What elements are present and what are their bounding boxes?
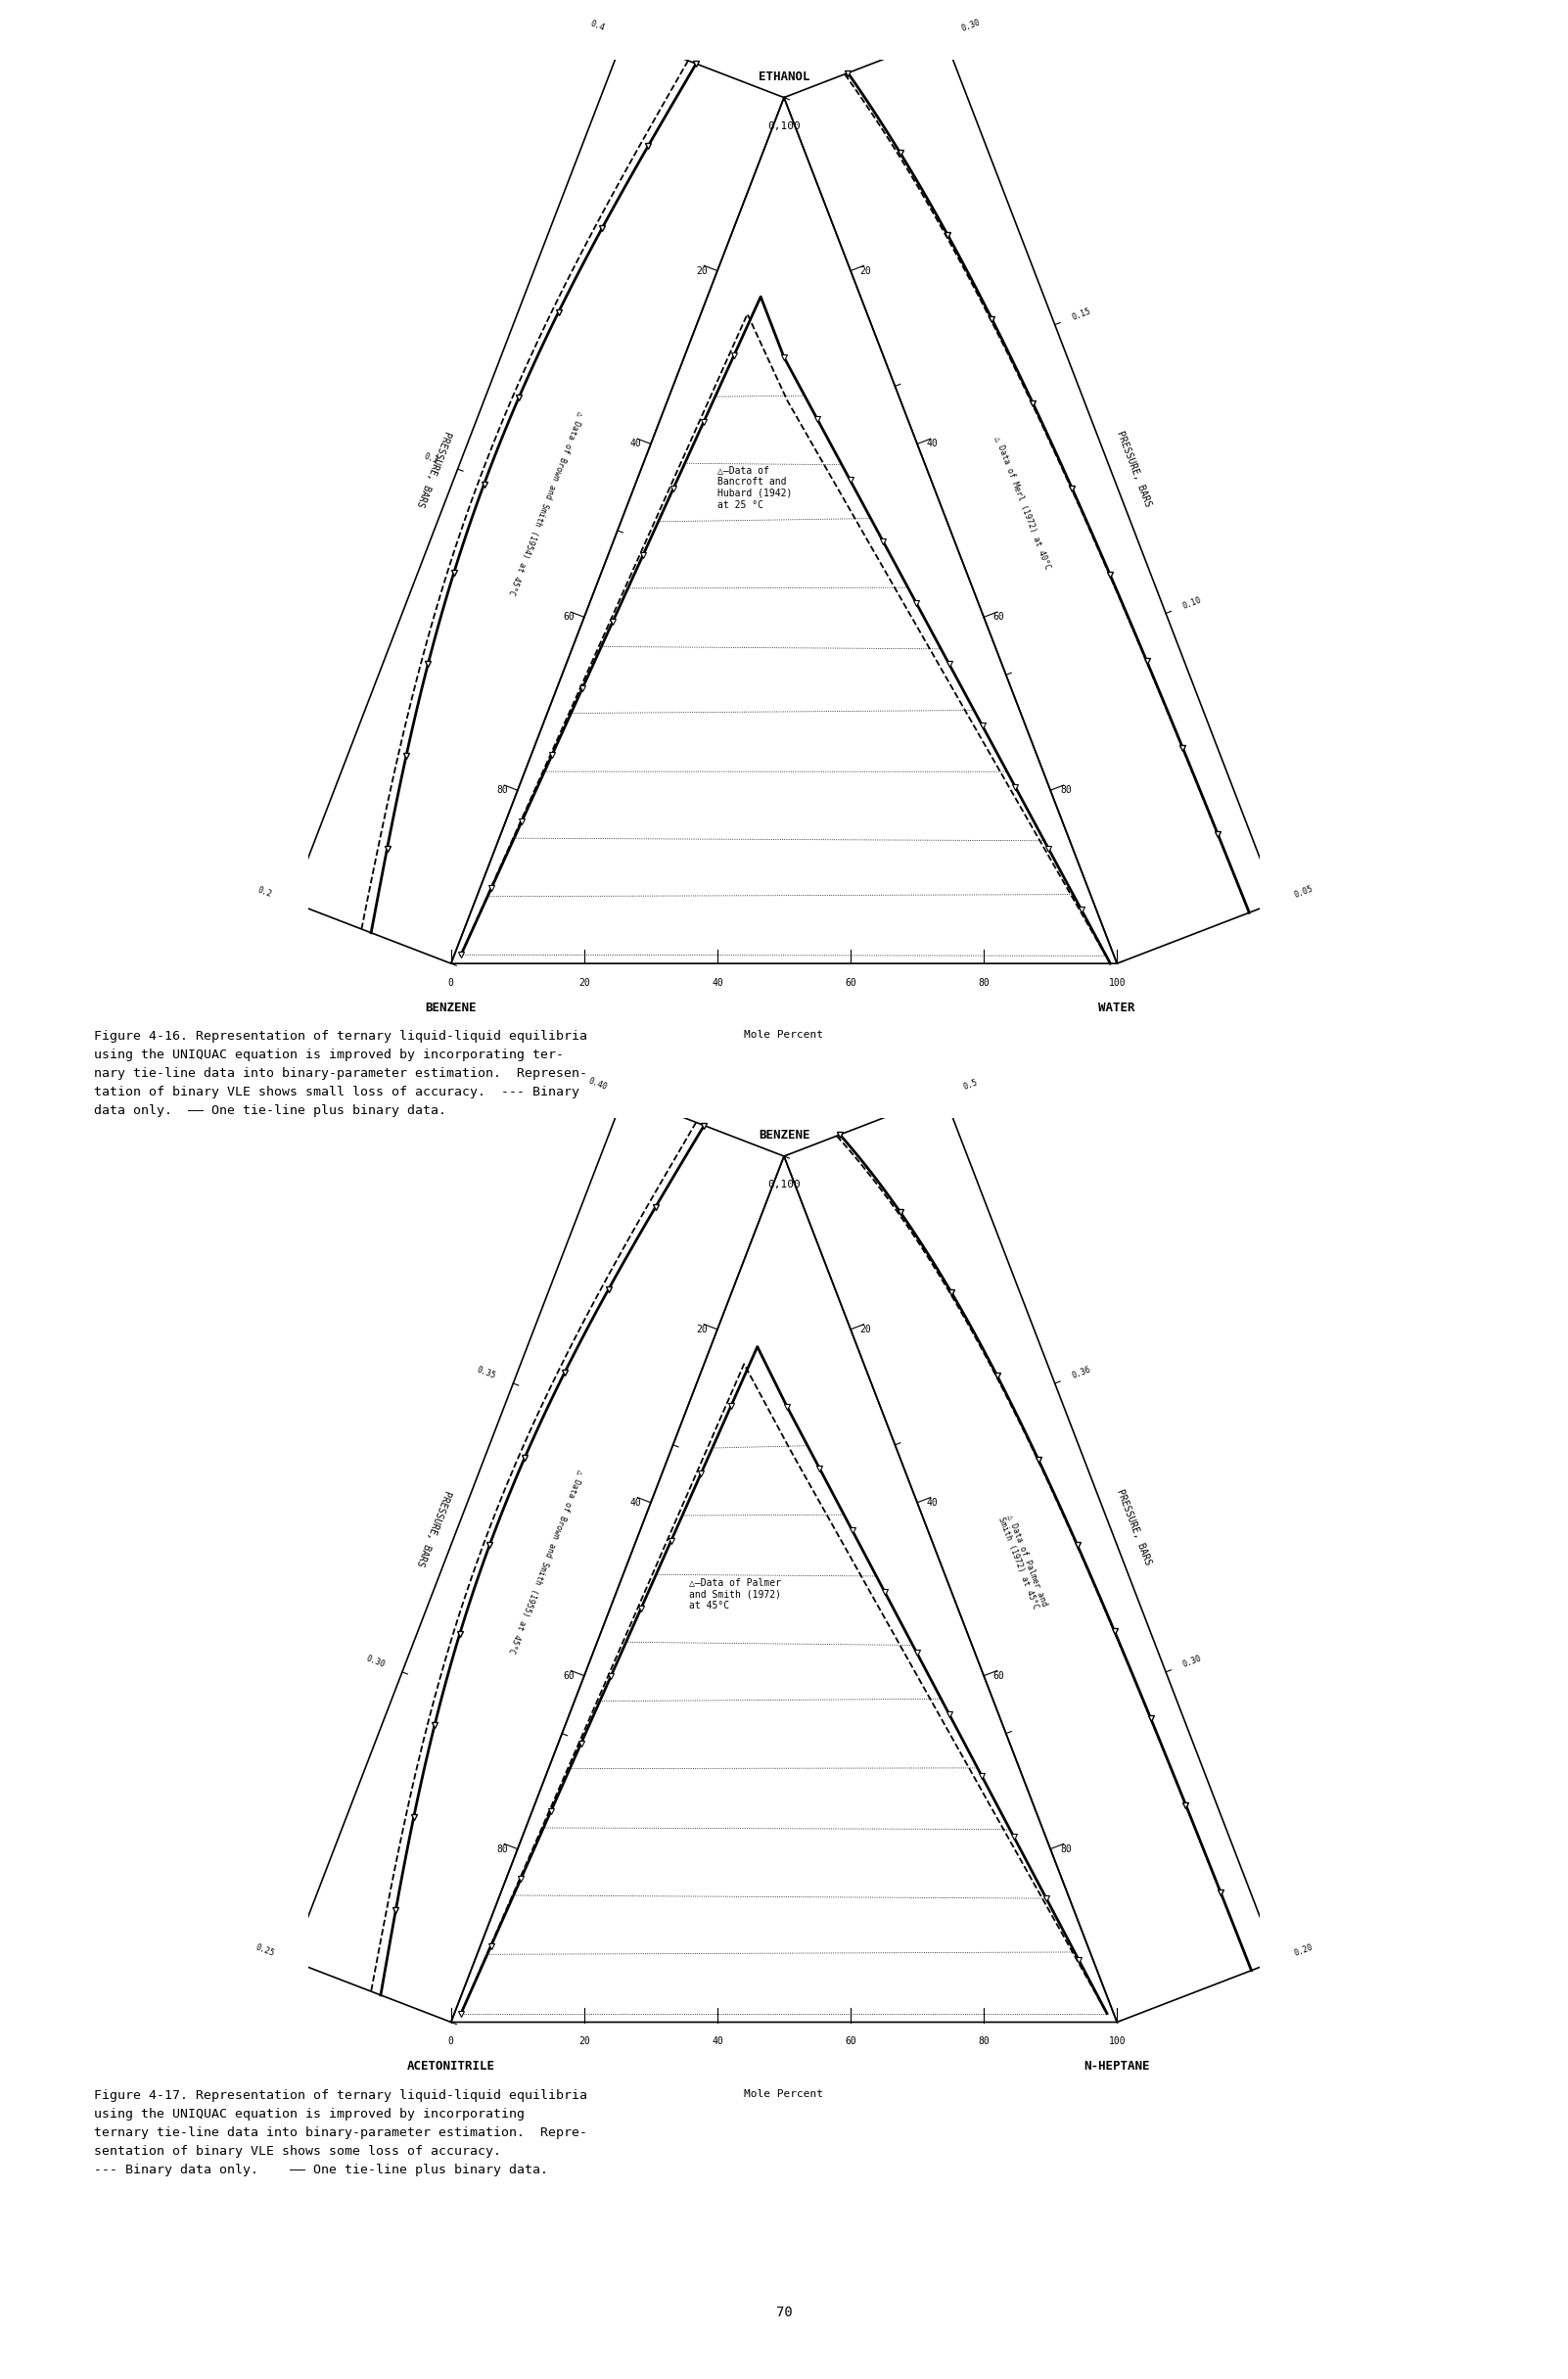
Text: 20: 20 [696,266,707,276]
Text: 80: 80 [497,1844,508,1853]
Text: 80: 80 [978,2036,989,2046]
Text: PRESSURE, BARS: PRESSURE, BARS [416,1489,453,1568]
Text: 80: 80 [497,785,508,795]
Text: 80: 80 [1060,785,1071,795]
Text: 60: 60 [563,611,575,621]
Text: △ Data of Brown and Smith (1955) at 45°C: △ Data of Brown and Smith (1955) at 45°C [506,1468,585,1653]
Text: 20: 20 [579,2036,590,2046]
Text: 0.30: 0.30 [960,19,982,33]
Text: 60: 60 [845,978,856,987]
Text: 0.40: 0.40 [586,1078,608,1092]
Text: 40: 40 [712,978,723,987]
Text: △—Data of Palmer
and Smith (1972)
at 45°C: △—Data of Palmer and Smith (1972) at 45°… [688,1577,781,1611]
Text: 60: 60 [563,1670,575,1680]
Text: △—Data of
Bancroft and
Hubard (1942)
at 25 °C: △—Data of Bancroft and Hubard (1942) at … [718,466,792,509]
Text: 0.15: 0.15 [1071,307,1093,321]
Text: 40: 40 [630,440,641,450]
Text: 0: 0 [448,978,453,987]
Text: 0.36: 0.36 [1071,1366,1093,1380]
Text: Mole Percent: Mole Percent [745,1030,823,1040]
Text: 0.25: 0.25 [254,1944,276,1958]
Text: BENZENE: BENZENE [425,1002,477,1013]
Text: 60: 60 [845,2036,856,2046]
Text: PRESSURE, BARS: PRESSURE, BARS [1115,1489,1152,1568]
Text: ACETONITRILE: ACETONITRILE [408,2060,495,2072]
Text: 20: 20 [861,1325,872,1335]
Text: 80: 80 [978,978,989,987]
Text: 0.2: 0.2 [256,885,273,899]
Text: 0.30: 0.30 [365,1653,386,1670]
Text: 0.35: 0.35 [475,1366,497,1380]
Text: Mole Percent: Mole Percent [745,2089,823,2098]
Text: PRESSURE, BARS: PRESSURE, BARS [416,431,453,509]
Text: 0.5: 0.5 [963,1078,978,1092]
Text: △ Data of Brown and Smith (1954) at 45°C: △ Data of Brown and Smith (1954) at 45°C [506,409,585,595]
Text: 100: 100 [1109,978,1126,987]
Text: 70: 70 [776,2305,792,2320]
Text: 40: 40 [630,1499,641,1508]
Text: Figure 4-17. Representation of ternary liquid-liquid equilibria
using the UNIQUA: Figure 4-17. Representation of ternary l… [94,2089,588,2177]
Text: PRESSURE, BARS: PRESSURE, BARS [1115,431,1152,509]
Text: △ Data of Merl (1972) at 40°C: △ Data of Merl (1972) at 40°C [993,435,1052,571]
Text: 20: 20 [579,978,590,987]
Text: 60: 60 [993,1670,1005,1680]
Text: 0,100: 0,100 [767,1180,801,1190]
Text: 100: 100 [1109,2036,1126,2046]
Text: 40: 40 [927,440,938,450]
Text: 0: 0 [448,2036,453,2046]
Text: 0.30: 0.30 [1182,1653,1203,1670]
Text: 0.10: 0.10 [1182,595,1203,611]
Text: 20: 20 [861,266,872,276]
Text: 60: 60 [993,611,1005,621]
Text: 40: 40 [712,2036,723,2046]
Text: 80: 80 [1060,1844,1071,1853]
Text: BENZENE: BENZENE [759,1130,809,1142]
Text: 0.3: 0.3 [423,452,439,466]
Text: ETHANOL: ETHANOL [759,71,809,83]
Text: 0.20: 0.20 [1292,1944,1314,1958]
Text: WATER: WATER [1099,1002,1135,1013]
Text: 0.4: 0.4 [590,19,605,33]
Text: 0.05: 0.05 [1292,885,1314,899]
Text: 0,100: 0,100 [767,121,801,131]
Text: △ Data of Palmer and
Smith (1972) at 45°C: △ Data of Palmer and Smith (1972) at 45°… [996,1513,1049,1611]
Text: Figure 4-16. Representation of ternary liquid-liquid equilibria
using the UNIQUA: Figure 4-16. Representation of ternary l… [94,1030,588,1118]
Text: N-HEPTANE: N-HEPTANE [1083,2060,1149,2072]
Text: 20: 20 [696,1325,707,1335]
Text: 40: 40 [927,1499,938,1508]
